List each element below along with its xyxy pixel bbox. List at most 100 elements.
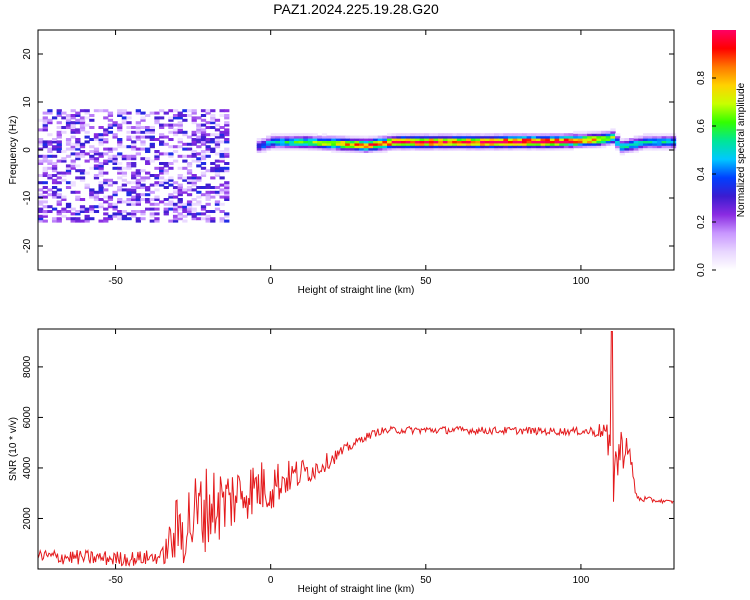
spectrogram-cell [261,138,267,141]
spectrogram-cell [93,150,100,153]
spectrogram-cell [93,210,100,213]
spectrogram-cell [624,150,630,153]
spectrogram-cell [387,145,393,149]
spectrogram-cell [414,135,421,139]
spectrogram-cell [559,145,565,149]
spectrogram-cell [103,207,109,211]
spectrogram-cell [177,176,183,180]
spectrogram-cell [387,133,393,137]
spectrogram-cell [205,190,211,194]
spectrogram-cell [638,140,644,144]
spectrogram-cell [117,171,123,175]
spectrogram-cell [196,190,202,194]
spectrogram-cell [154,150,160,153]
spectrogram-cell [461,145,467,149]
spectrogram-cell [126,157,132,161]
spectrogram-cell [163,123,169,127]
spectrogram-cell [154,118,160,122]
spectrogram-cell [568,140,574,144]
spectrogram-cell [154,212,160,216]
spectrogram-cell [307,138,314,141]
spectrogram-cell [224,169,230,173]
spectrogram-cell [521,135,528,139]
spectrogram-cell [461,133,467,137]
spectrogram-cell [163,198,169,201]
spectrogram-cell [633,145,639,149]
spectrogram-cell [498,133,504,137]
spectrogram-cell [70,190,76,194]
spectrogram-cell [321,133,328,137]
spectrogram-cell [563,145,570,149]
spectrogram-cell [661,135,667,139]
spectrogram-cell [186,207,193,211]
spectrogram-cell [307,135,314,139]
spectrogram-cell [56,111,62,115]
spectrogram-cell [629,142,635,146]
spectrogram-cell [172,145,179,149]
spectrogram-cell [131,130,137,134]
spectrogram-cell [98,171,104,175]
spectrogram-cell [121,166,128,170]
spectrogram-cell [47,205,53,209]
spectrogram-cell [638,135,644,139]
spectrogram-cell [70,181,76,185]
spectrogram-cell [135,202,141,206]
spectrogram-cell [191,142,197,146]
spectrogram-cell [182,130,188,134]
spectrogram-cell [168,207,174,211]
spectrogram-cell [56,140,62,144]
spectrogram-cell [410,140,416,144]
figure-title: PAZ1.2024.225.19.28.G20 [273,1,439,17]
spectrogram-cell [79,123,86,127]
spectrogram-cell [154,202,160,206]
spectrogram-cell [107,217,114,221]
spectrogram-cell [503,147,509,151]
spectrogram-cell [354,145,360,149]
spectrogram-cell [56,200,62,204]
spectrogram-cell [666,138,672,141]
spectrogram-cell [642,140,649,144]
spectrogram-cell [498,135,504,139]
spectrogram-cell [279,133,286,137]
spectrogram-cell [126,198,132,201]
spectrogram-cell [224,138,230,141]
spectrogram-cell [503,133,509,137]
spectrogram-cell [182,133,188,137]
snr-y-tick-label: 6000 [22,406,33,429]
spectrogram-cell [79,176,86,180]
spectrogram-cell [131,198,137,201]
spectrogram-cell [587,145,593,149]
spectrogram-cell [191,111,197,115]
spectrogram-cell [205,169,211,173]
spectrogram-cell [89,166,95,170]
spectrogram-cell [200,171,207,175]
spectrogram-cell [154,154,160,158]
spectrogram-cell [98,188,104,192]
spectrogram-cell [75,145,81,149]
spectrogram-cell [205,138,211,141]
spectrogram-cell [629,145,635,149]
spectrogram-cell [79,171,86,175]
spectrogram-cell [531,145,537,149]
spectrogram-cell [145,130,151,134]
spectrogram-cell [149,135,155,139]
spectrogram-cell [126,116,132,120]
spectrogram-cell [284,138,290,141]
spectrogram-cell [526,135,532,139]
spectrogram-cell [112,135,118,139]
spectrogram-cell [38,207,44,211]
spectrogram-cell [321,145,328,149]
spectrogram-cell [224,193,230,197]
spectrogram-cell [107,123,114,127]
spectrogram-cell [51,181,58,185]
spectrogram-cell [107,183,114,187]
spectrogram-cell [103,188,109,192]
spectrogram-cell [117,126,123,129]
spectrogram-cell [149,212,155,216]
spectrogram-cell [345,145,351,149]
spectrogram-cell [419,147,425,151]
spectrogram-cell [89,207,95,211]
spectrogram-cell [172,116,179,120]
